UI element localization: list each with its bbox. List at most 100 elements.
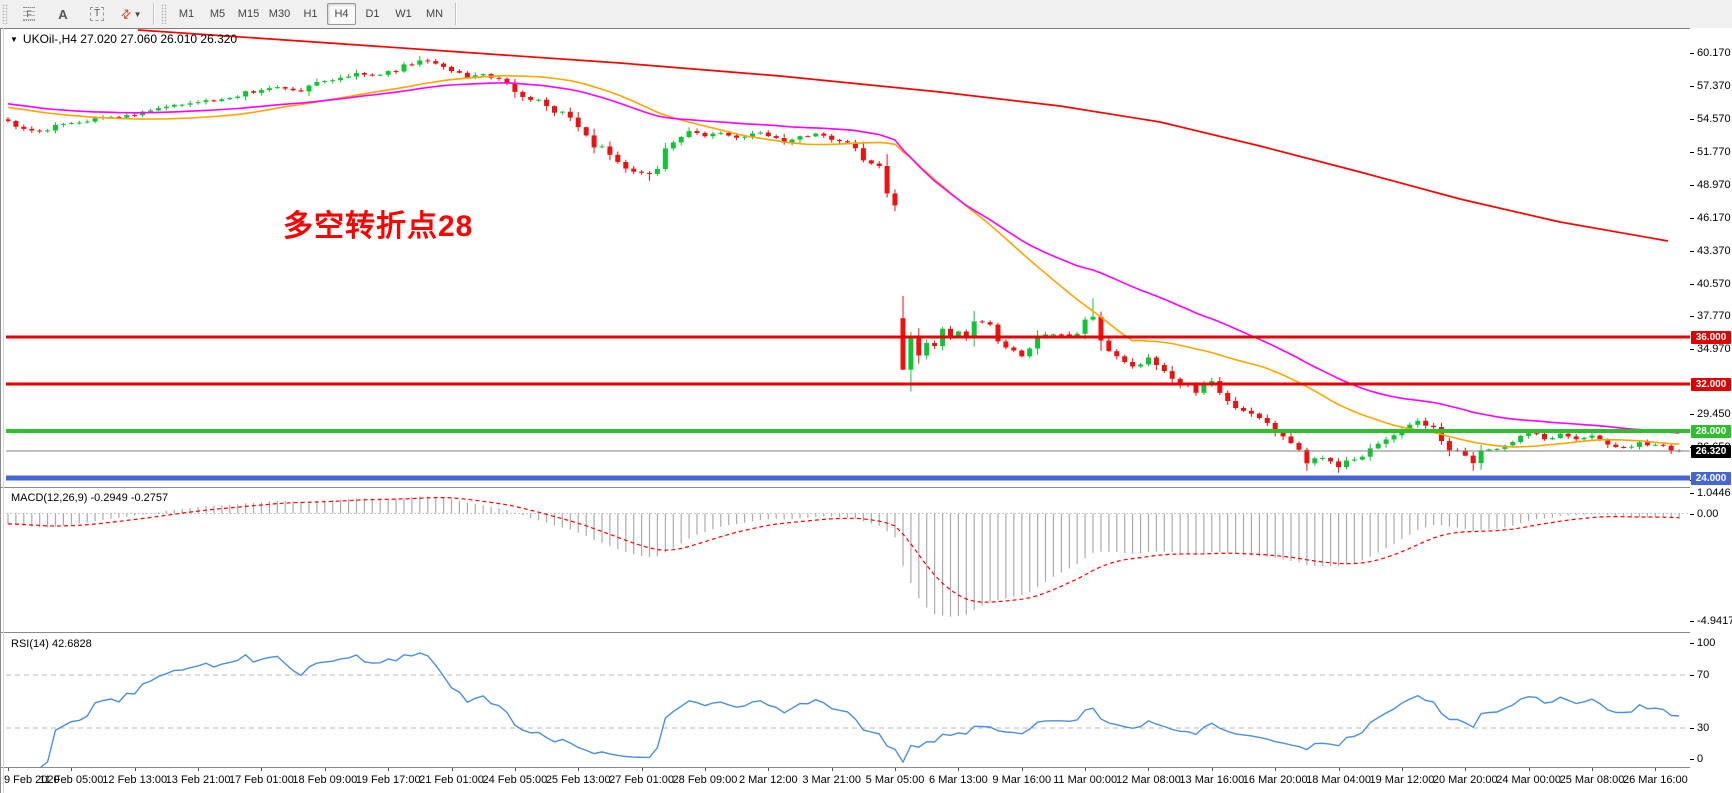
time-tick [1528,768,1530,771]
timeframe-m1-button[interactable]: M1 [178,8,195,20]
axis-label: 37.770 [1697,310,1731,322]
time-tick [1465,768,1467,771]
axis-label: 0 [1697,753,1704,765]
axis-tick [1690,284,1694,285]
timeframe-h4-button[interactable]: H4 [327,3,356,25]
timeframe-w1-button[interactable]: W1 [395,8,412,20]
axis-label: 100 [1697,637,1716,649]
axis-label: 57.370 [1697,80,1731,92]
symbol-label: UKOil-,H4 [22,32,77,46]
timeframe-m15-button[interactable]: M15 [237,8,260,20]
text-label-button[interactable]: T [81,2,113,26]
time-label: 3 Mar 21:00 [802,774,862,786]
axis-label: 34.970 [1697,343,1731,355]
time-label: 12 Mar 08:00 [1116,774,1181,786]
fibonacci-icon: F [23,7,35,21]
time-tick [451,768,453,771]
chart-title: ▼ UKOil-,H4 27.020 27.060 26.010 26.320 [10,32,237,46]
line-studies-toolbar: F A T ⇄ ▼ [12,2,148,26]
time-label: 28 Feb 09:00 [672,774,738,786]
axis-label: 48.970 [1697,179,1731,191]
time-label: 19 Feb 17:00 [355,774,421,786]
axis-tick [1690,86,1694,87]
axis-label: 43.370 [1697,245,1731,257]
time-tick [1592,768,1593,771]
time-label: 18 Feb 09:00 [292,774,358,786]
axis-tick [1690,493,1694,494]
axis-label: 29.450 [1697,408,1731,420]
time-label: 6 Mar 13:00 [929,774,988,786]
time-tick [641,768,643,771]
axis-label: 51.770 [1697,146,1731,158]
pane-separator[interactable] [0,632,1690,633]
time-label: 9 Mar 16:00 [992,774,1052,786]
time-tick [261,768,263,771]
price-tag: 24.000 [1691,471,1731,485]
fibonacci-retracement-button[interactable]: F [13,2,45,26]
timeframe-h1-button[interactable]: H1 [303,8,318,20]
axis-tick [1690,675,1694,676]
time-label: 24 Feb 05:00 [482,774,548,786]
time-tick [1338,768,1340,771]
time-tick [8,768,9,771]
macd-pane[interactable] [6,490,1690,632]
time-tick [324,768,326,771]
rsi-indicator-label: RSI(14) 42.6828 [11,638,92,650]
axis-label: -4.9417 [1697,615,1732,627]
time-label: 25 Mar 08:00 [1559,774,1625,786]
arrows-icon: ⇄ [117,5,135,23]
text-label-icon: T [89,7,105,21]
time-tick [388,768,390,771]
axis-label: 60.170 [1697,47,1731,59]
chart-border [0,28,1732,29]
axis-label: 46.170 [1697,212,1731,224]
time-label: 5 Mar 05:00 [865,774,925,786]
timeframe-m5-button[interactable]: M5 [209,8,226,20]
time-label: 12 Feb 13:00 [102,774,168,786]
window-frame [3,28,4,793]
chart-window[interactable]: 60.170 57.370 54.570 51.770 48.970 46.170 43.3… [0,28,1732,793]
time-tick [1655,768,1657,771]
time-tick [1021,768,1023,771]
toolbar-grip[interactable] [2,4,8,24]
pane-separator[interactable] [0,487,1690,488]
time-tick [1401,768,1403,771]
timeframe-mn-button[interactable]: MN [425,8,444,20]
time-axis[interactable]: 9 Feb 2020 11 Feb 05:00 12 Feb 13:00 13 Feb… [0,768,1690,793]
price-tag: 28.000 [1691,424,1731,438]
time-tick [704,768,706,771]
time-label: 11 Mar 00:00 [1053,774,1118,786]
text-button[interactable]: A [47,2,79,26]
time-label: 9 Feb 2020 [4,774,60,786]
symbol-dropdown-icon[interactable]: ▼ [10,35,18,44]
time-tick [958,768,960,771]
arrows-button[interactable]: ⇄ ▼ [115,2,147,26]
axis-tick [1690,514,1694,515]
toolbar-separator [455,3,456,25]
time-label: 11 Feb 05:00 [39,774,104,786]
toolbar-separator [153,3,154,25]
axis-tick [1690,414,1694,415]
time-label: 16 Mar 20:00 [1242,774,1308,786]
time-tick [1275,768,1277,771]
timeframe-d1-button[interactable]: D1 [365,8,380,20]
pane-separator [0,767,1690,768]
axis-tick [1690,621,1694,622]
time-tick [514,768,516,771]
timeframes-toolbar: M1 M5 M15 M30 H1 H4 D1 W1 MN [171,3,450,25]
time-label: 20 Mar 20:00 [1432,774,1498,786]
axis-label: 0.00 [1697,508,1719,520]
axis-tick [1690,759,1694,760]
axis-tick [1690,53,1694,54]
ohlc-values: 27.020 27.060 26.010 26.320 [80,32,238,46]
axis-tick [1690,251,1694,252]
time-tick [1211,768,1213,771]
time-label: 26 Mar 16:00 [1622,774,1688,786]
timeframe-m30-button[interactable]: M30 [268,8,291,20]
toolbar-grip[interactable] [161,4,167,24]
rsi-pane[interactable] [6,635,1690,768]
axis-tick [1690,643,1694,644]
main-price-pane[interactable] [6,29,1690,488]
price-axis[interactable]: 60.170 57.370 54.570 51.770 48.970 46.170 43.3… [1690,28,1732,768]
time-tick [768,768,770,771]
